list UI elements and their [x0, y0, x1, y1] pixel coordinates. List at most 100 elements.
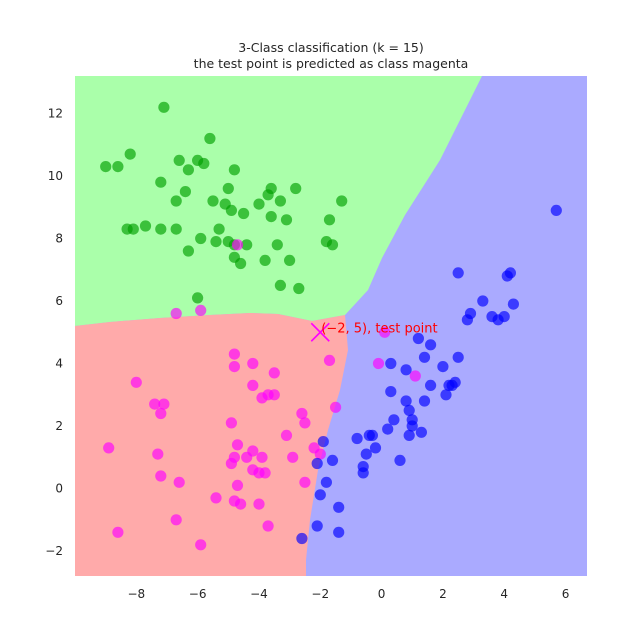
data-point	[550, 204, 562, 216]
data-point	[195, 232, 207, 245]
data-point	[409, 370, 421, 382]
data-point	[296, 407, 308, 420]
data-point	[231, 239, 244, 251]
data-point	[228, 164, 240, 176]
chart-title: 3-Class classification (k = 15)	[238, 40, 423, 55]
data-point	[271, 239, 283, 251]
data-point	[323, 214, 336, 226]
data-point	[170, 307, 182, 320]
y-tick-label: 6	[55, 294, 63, 308]
data-point	[333, 501, 345, 513]
data-point	[225, 204, 237, 216]
data-point	[394, 454, 406, 466]
data-point	[173, 154, 185, 166]
data-point	[290, 182, 302, 195]
data-point	[412, 332, 424, 345]
data-point	[253, 498, 265, 510]
data-point	[152, 448, 164, 460]
data-point	[268, 367, 280, 379]
data-point	[403, 404, 415, 416]
data-point	[127, 223, 139, 235]
data-point	[158, 101, 170, 113]
test-point-marker-stroke2	[310, 322, 330, 342]
data-point	[403, 429, 415, 441]
data-point	[241, 451, 253, 463]
data-point	[259, 467, 271, 479]
y-tick-label: 10	[48, 169, 63, 183]
data-point	[330, 401, 342, 413]
data-point	[369, 442, 382, 454]
data-point	[231, 439, 244, 451]
x-tick-label: −8	[127, 587, 145, 601]
data-point	[195, 304, 207, 316]
data-point	[385, 386, 397, 398]
data-point	[210, 492, 222, 504]
data-point	[498, 311, 510, 323]
data-point	[406, 420, 418, 432]
data-point	[170, 223, 182, 235]
data-point	[210, 236, 222, 248]
chart-subtitle: the test point is predicted as class mag…	[194, 56, 469, 71]
data-point	[124, 148, 136, 160]
data-point	[173, 476, 185, 488]
data-point	[225, 417, 237, 429]
data-point	[274, 195, 286, 207]
data-point	[274, 279, 286, 291]
x-tick-label: 0	[378, 587, 386, 601]
data-point	[253, 198, 265, 210]
data-point	[238, 207, 250, 220]
y-tick-label: 8	[55, 232, 63, 246]
data-point	[400, 364, 412, 376]
data-point	[388, 414, 400, 426]
data-point	[262, 520, 274, 532]
data-point	[222, 182, 234, 195]
data-point	[182, 164, 194, 176]
data-point	[382, 423, 394, 435]
data-point	[360, 448, 372, 460]
data-point	[379, 326, 391, 338]
data-point	[320, 476, 332, 488]
data-point	[452, 267, 464, 279]
data-point	[296, 532, 308, 545]
x-tick-label: 2	[439, 587, 447, 601]
data-point	[440, 389, 452, 401]
data-point	[461, 314, 473, 326]
data-point	[284, 254, 296, 266]
data-point	[192, 292, 204, 304]
data-point	[262, 189, 274, 201]
y-tick-label: 2	[55, 419, 63, 433]
data-point	[357, 467, 369, 479]
data-point	[155, 176, 167, 188]
data-point	[103, 442, 115, 454]
data-point	[259, 254, 271, 266]
y-tick-label: −2	[45, 544, 63, 558]
x-tick-label: −4	[250, 587, 268, 601]
data-point	[314, 489, 326, 501]
data-point	[425, 379, 437, 391]
data-point	[311, 520, 323, 532]
x-axis: −8 −6 −4 −2 0 2 4 6	[127, 587, 569, 601]
data-point	[314, 448, 326, 460]
data-point	[247, 379, 259, 391]
data-point	[235, 498, 247, 510]
data-point	[418, 351, 431, 363]
data-point	[326, 239, 339, 251]
data-point	[204, 132, 216, 145]
x-tick-label: −6	[189, 587, 207, 601]
data-point	[231, 479, 244, 491]
data-point	[241, 239, 253, 251]
data-point	[299, 476, 311, 488]
data-point	[182, 245, 194, 257]
region-red	[75, 313, 348, 576]
data-point	[425, 339, 437, 351]
data-point	[100, 161, 112, 173]
data-point	[158, 398, 170, 410]
y-tick-label: 0	[55, 482, 63, 496]
data-point	[323, 354, 336, 366]
data-point	[477, 295, 489, 307]
data-point	[501, 270, 513, 282]
data-point	[207, 195, 219, 207]
data-point	[112, 526, 124, 538]
data-point	[265, 211, 277, 223]
